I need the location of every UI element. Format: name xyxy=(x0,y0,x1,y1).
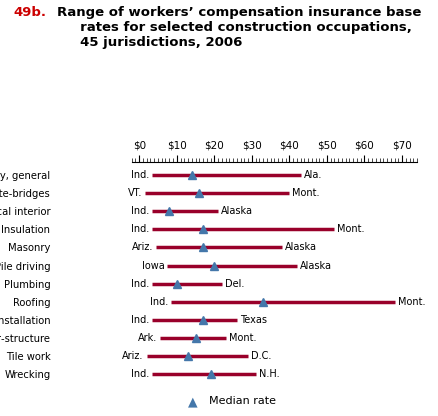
Text: Texas: Texas xyxy=(239,315,266,325)
Text: Mont.: Mont. xyxy=(337,224,364,234)
Text: Range of workers’ compensation insurance base
     rates for selected constructi: Range of workers’ compensation insurance… xyxy=(57,6,420,49)
Text: Iowa: Iowa xyxy=(141,260,164,270)
Text: Ind.: Ind. xyxy=(131,369,149,379)
Text: Ind.: Ind. xyxy=(149,297,168,307)
Text: Ind.: Ind. xyxy=(131,170,149,180)
Text: Alaska: Alaska xyxy=(299,260,331,270)
Text: D.C.: D.C. xyxy=(251,351,271,361)
Text: N.H.: N.H. xyxy=(258,369,279,379)
Text: Mont.: Mont. xyxy=(292,188,319,198)
Text: ▲: ▲ xyxy=(188,395,198,408)
Text: Ala.: Ala. xyxy=(303,170,321,180)
Text: Ind.: Ind. xyxy=(131,279,149,289)
Text: Median rate: Median rate xyxy=(208,396,275,406)
Text: Ariz.: Ariz. xyxy=(131,243,153,253)
Text: Del.: Del. xyxy=(224,279,244,289)
Text: 49b.: 49b. xyxy=(13,6,46,19)
Text: Mont.: Mont. xyxy=(397,297,424,307)
Text: Mont.: Mont. xyxy=(228,333,255,343)
Text: Alaska: Alaska xyxy=(221,206,252,216)
Text: Ind.: Ind. xyxy=(131,315,149,325)
Text: VT.: VT. xyxy=(127,188,141,198)
Text: Alaska: Alaska xyxy=(284,243,316,253)
Text: Ariz.: Ariz. xyxy=(122,351,143,361)
Text: Ind.: Ind. xyxy=(131,206,149,216)
Text: Ind.: Ind. xyxy=(131,224,149,234)
Text: Ark.: Ark. xyxy=(137,333,156,343)
